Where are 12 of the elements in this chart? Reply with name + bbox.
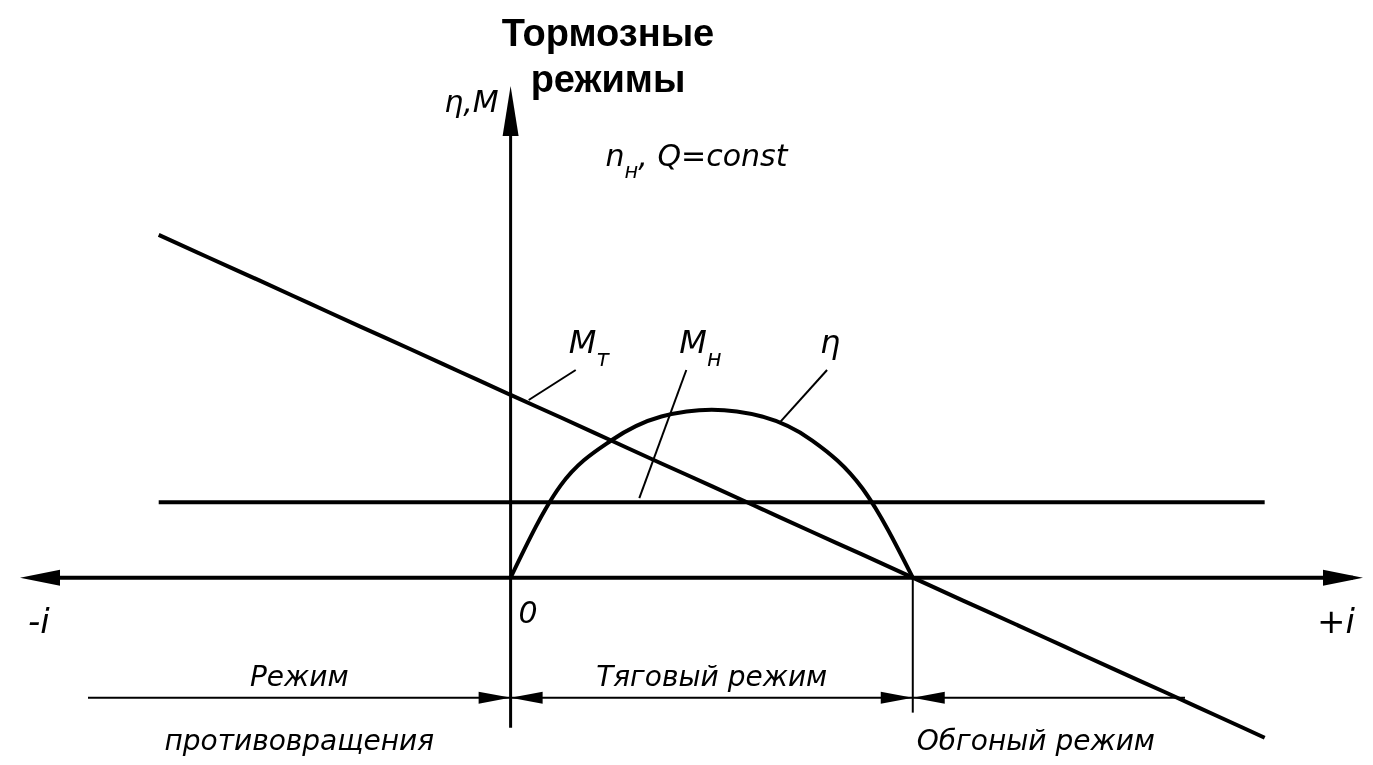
text: n$_{н}$, Q=const <box>605 138 789 183</box>
text: -i <box>28 600 51 641</box>
annotation: 0 <box>518 594 538 630</box>
annotation: Тяговый режим <box>596 659 828 693</box>
chart-title: Тормозные режимы <box>501 12 715 100</box>
annotation: Режим противовращения <box>164 659 435 757</box>
annotation: Обгоный режим <box>916 723 1155 757</box>
text: M$_{н}$ <box>679 323 722 371</box>
text: η <box>820 323 841 361</box>
text: +i <box>1317 600 1356 641</box>
y-axis-title: η,M <box>444 84 499 119</box>
series-label: M$_{т}$ <box>568 323 611 371</box>
